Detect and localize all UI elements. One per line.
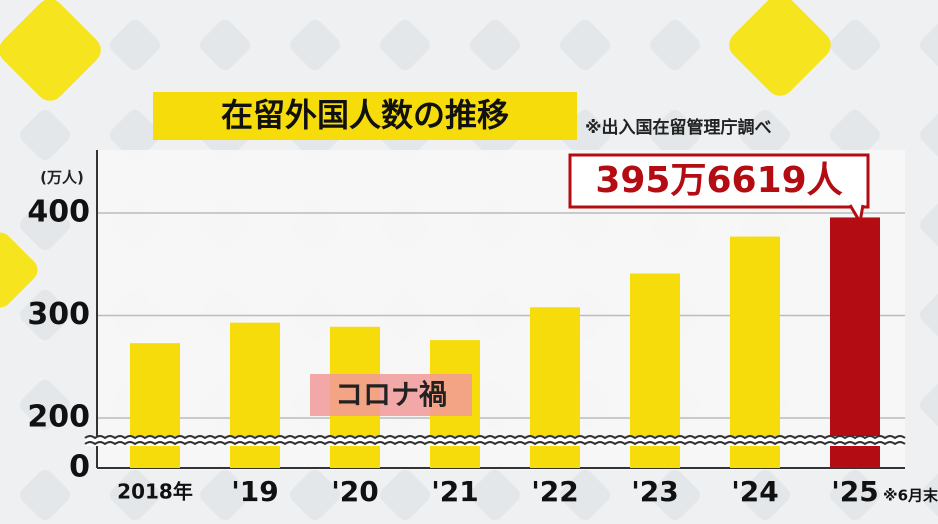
source: ※出入国在留管理庁調べ [585,117,772,138]
y-tick-label: 400 [27,195,90,230]
value-label: 395万6619人 [595,160,842,201]
decor [0,0,101,101]
label-pointer [848,204,865,227]
decor [0,232,38,308]
y-tick-label: 200 [27,400,90,435]
x-tick-label: '25 [831,475,879,508]
bar [130,343,180,468]
decor [729,0,831,96]
x-tick-label: '19 [231,475,279,508]
axis-break-line [84,435,906,440]
y-unit: (万人) [40,169,84,187]
axis-break-line [84,441,906,446]
bar [830,217,880,468]
annotation: コロナ禍 [335,378,447,411]
annotation-box [310,374,472,416]
category-note: ※6月末 [883,487,938,505]
x-tick-label: '20 [331,475,379,508]
y-tick-label: 300 [27,297,90,332]
chart-title: 在留外国人数の推移 [221,96,509,134]
x-tick-label: '23 [631,475,679,508]
axis-break [85,436,905,446]
title-box [153,92,577,140]
x-tick-label: 2018年 [117,480,193,504]
label-box [568,153,870,209]
x-tick-label: '24 [731,475,779,508]
bar [730,236,780,468]
y-tick-label: 0 [69,450,90,485]
x-tick-label: '21 [431,475,479,508]
bar [230,322,280,468]
x-tick-label: '22 [531,475,579,508]
